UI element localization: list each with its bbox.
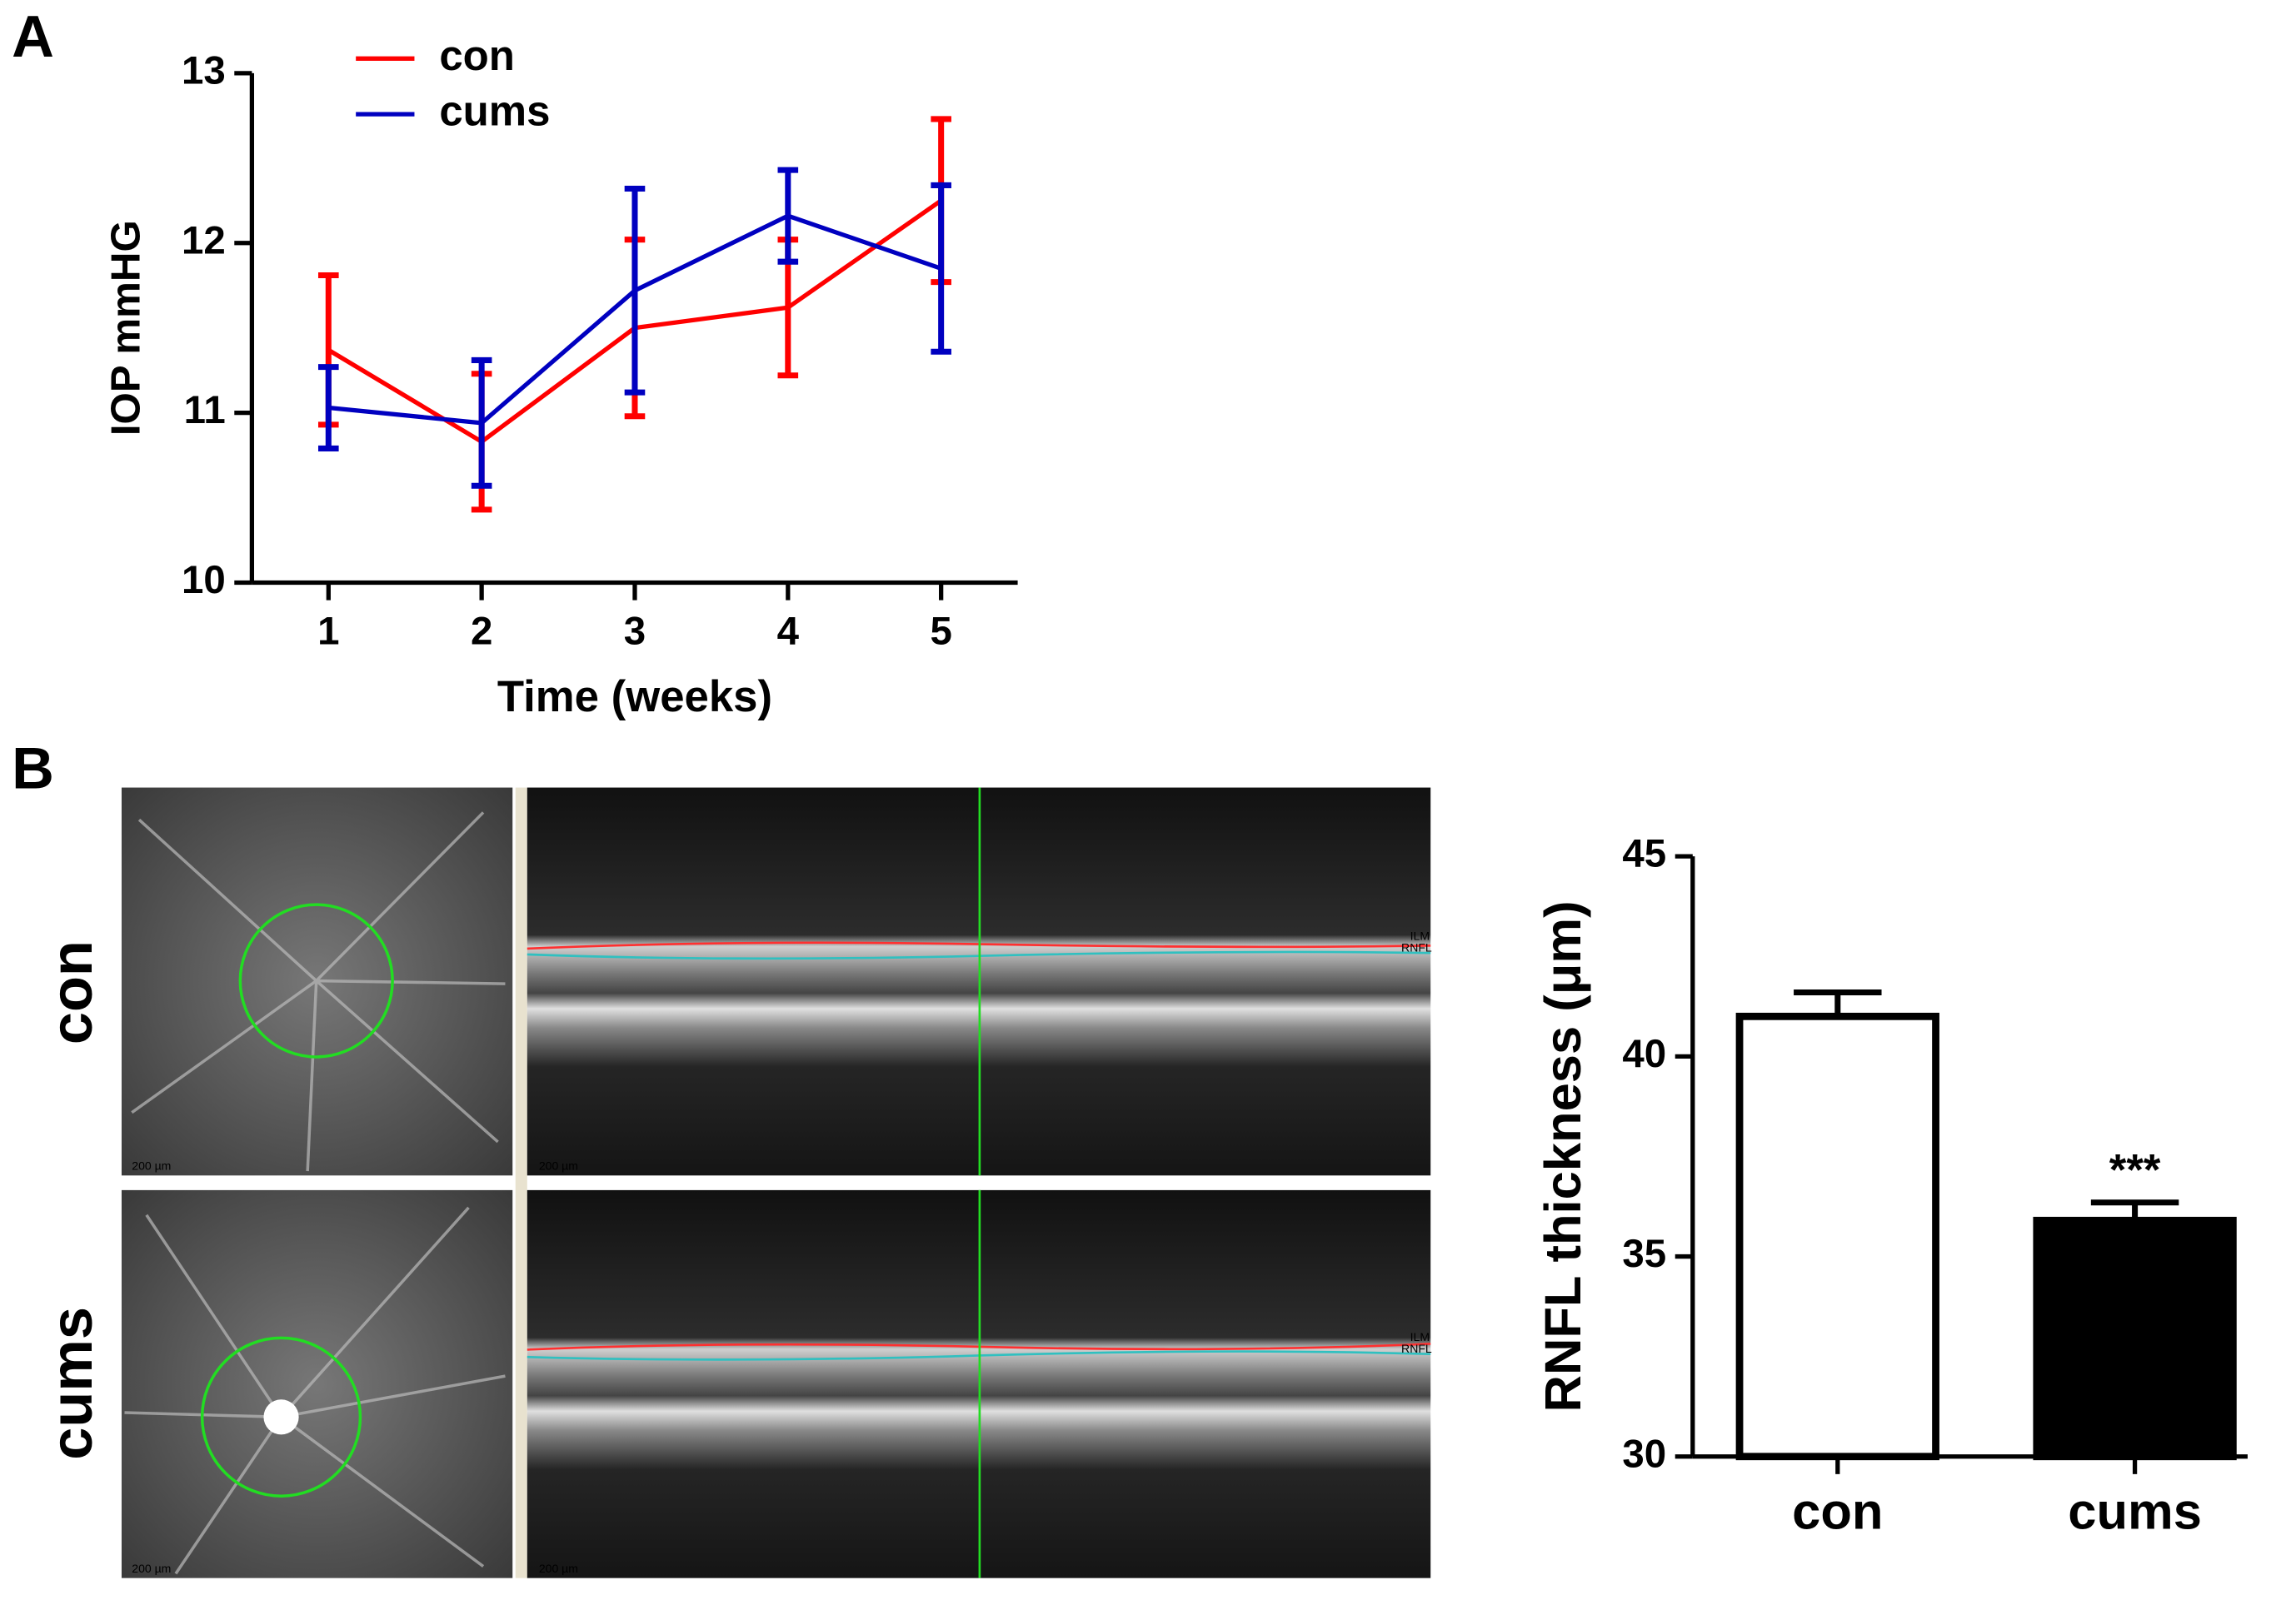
row-label: cums bbox=[38, 1307, 104, 1460]
row-label: con bbox=[38, 940, 104, 1044]
y-tick-label: 10 bbox=[182, 558, 226, 602]
legend-label: con bbox=[439, 32, 515, 79]
layer-label: RNFL bbox=[1401, 941, 1432, 955]
error-bar bbox=[471, 356, 492, 489]
y-tick-label: 45 bbox=[1622, 832, 1666, 876]
x-tick-label: cums bbox=[2068, 1483, 2202, 1540]
panel-label: A bbox=[12, 3, 54, 69]
separator bbox=[515, 787, 527, 1578]
x-axis-title: Time (weeks) bbox=[497, 672, 772, 721]
fundus-con: 200 µm bbox=[121, 787, 513, 1176]
scale-label: 200 µm bbox=[539, 1159, 578, 1172]
x-tick-label: 2 bbox=[471, 610, 492, 654]
layer-label: ILM bbox=[1410, 1330, 1430, 1343]
y-tick-label: 13 bbox=[182, 48, 226, 92]
y-tick-label: 40 bbox=[1622, 1032, 1666, 1076]
y-tick-label: 12 bbox=[182, 218, 226, 262]
scale-label: 200 µm bbox=[539, 1562, 578, 1575]
error-bar bbox=[624, 185, 646, 396]
scale-label: 200 µm bbox=[132, 1159, 171, 1172]
oct-cums: ILM RNFL 200 µm bbox=[527, 1189, 1432, 1578]
error-bar bbox=[317, 364, 339, 451]
x-tick-label: 4 bbox=[777, 610, 800, 654]
y-tick-label: 11 bbox=[184, 388, 226, 432]
bar bbox=[1735, 1012, 1939, 1461]
y-tick-label: 35 bbox=[1622, 1232, 1666, 1276]
x-tick-label: 1 bbox=[317, 610, 339, 654]
x-tick-label: 3 bbox=[624, 610, 646, 654]
annotation: *** bbox=[2109, 1145, 2161, 1194]
y-tick-label: 30 bbox=[1622, 1432, 1666, 1476]
x-tick-label: 5 bbox=[930, 610, 951, 654]
x-tick-label: con bbox=[1792, 1483, 1883, 1540]
scale-label: 200 µm bbox=[132, 1562, 171, 1575]
panel-label: B bbox=[12, 735, 54, 801]
fundus-cums: 200 µm bbox=[121, 1189, 513, 1578]
bar bbox=[2033, 1216, 2237, 1461]
layer-label: ILM bbox=[1410, 930, 1430, 943]
y-axis-title: RNFL thickness (μm) bbox=[1535, 900, 1592, 1412]
error-bar bbox=[777, 167, 799, 265]
error-bar bbox=[1794, 989, 1882, 1017]
error-bar bbox=[931, 182, 951, 355]
layer-label: RNFL bbox=[1401, 1342, 1432, 1355]
oct-con: ILM RNFL 200 µm bbox=[527, 787, 1432, 1176]
legend-label: cums bbox=[439, 87, 550, 135]
y-axis-title: IOP mmHG bbox=[103, 220, 149, 436]
